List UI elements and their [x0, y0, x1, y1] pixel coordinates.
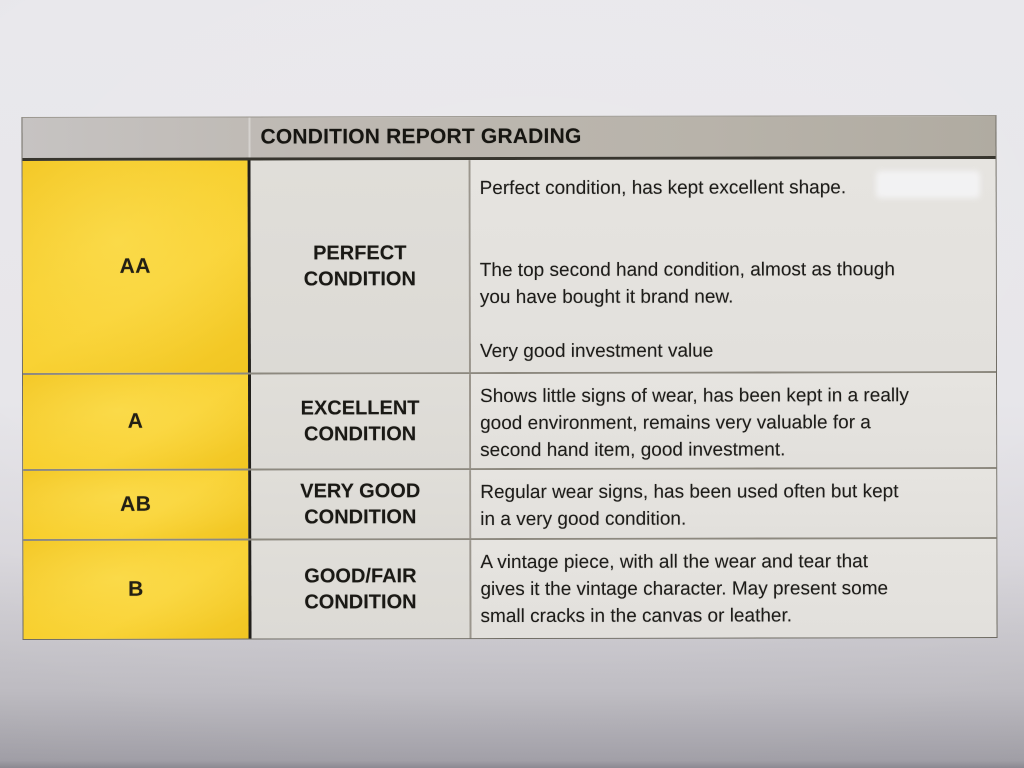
condition-name-cell: EXCELLENT CONDITION: [250, 374, 472, 469]
table-row-b: B GOOD/FAIR CONDITION A vintage piece, w…: [23, 536, 997, 640]
correction-fluid-patch: [876, 171, 980, 198]
grade-cell-ab: AB: [23, 470, 252, 540]
description-paragraph: A vintage piece, with all the wear and t…: [480, 551, 889, 628]
description-paragraph: Shows little signs of wear, has been kep…: [480, 385, 909, 462]
description-cell: Regular wear signs, has been used often …: [471, 468, 997, 539]
description-paragraph: Very good investment value: [479, 340, 714, 363]
description-cell: A vintage piece, with all the wear and t…: [471, 538, 997, 639]
header-spacer: [22, 117, 251, 159]
grade-cell-aa: AA: [22, 160, 251, 374]
condition-name-cell: VERY GOOD CONDITION: [251, 470, 472, 539]
table-row-aa: AA PERFECT CONDITION Perfect condition, …: [22, 158, 996, 374]
table-row-ab: AB VERY GOOD CONDITION Regular wear sign…: [23, 466, 997, 540]
table-header-row: CONDITION REPORT GRADING: [22, 115, 996, 162]
grade-cell-b: B: [23, 540, 252, 640]
table-row-a: A EXCELLENT CONDITION Shows little signs…: [22, 370, 997, 470]
table-title: CONDITION REPORT GRADING: [260, 124, 582, 149]
grade-cell-a: A: [22, 374, 252, 470]
description-paragraph: The top second hand condition, almost as…: [479, 259, 895, 309]
condition-name-cell: PERFECT CONDITION: [250, 160, 471, 373]
description-cell: Shows little signs of wear, has been kep…: [470, 372, 997, 469]
grading-table: CONDITION REPORT GRADING AA PERFECT COND…: [21, 114, 998, 641]
description-paragraph: Regular wear signs, has been used often …: [480, 481, 899, 531]
condition-name-cell: GOOD/FAIR CONDITION: [251, 540, 472, 639]
